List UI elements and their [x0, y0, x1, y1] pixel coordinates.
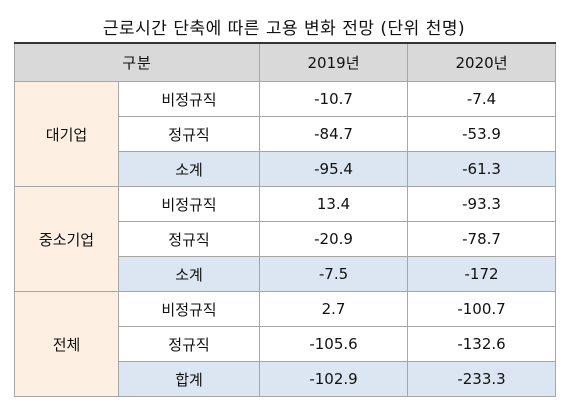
value-2019: 13.4 [259, 186, 409, 222]
header-category: 구분 [13, 42, 261, 82]
row-label: 비정규직 [117, 186, 261, 222]
row-label: 비정규직 [117, 81, 261, 117]
group-label-total: 전체 [14, 291, 119, 397]
value-2019: -105.6 [259, 326, 409, 362]
row-label: 비정규직 [117, 291, 261, 327]
table-title: 근로시간 단축에 따른 고용 변화 전망 (단위 천명) [102, 19, 466, 39]
group-label-smes: 중소기업 [14, 186, 119, 292]
header-row: 구분 2019년 2020년 [13, 42, 557, 82]
table-row: 정규직 -105.6 -132.6 [15, 326, 557, 362]
table-row: 정규직 -20.9 -78.7 [15, 221, 557, 257]
value-2020: -172 [407, 256, 557, 292]
value-2019: -7.5 [259, 256, 409, 292]
value-2019: -95.4 [259, 151, 409, 187]
value-2019: -20.9 [259, 221, 409, 257]
row-label: 소계 [117, 256, 261, 292]
value-2020: -233.3 [407, 361, 557, 397]
grand-total-row: 합계 -102.9 -233.3 [15, 361, 557, 397]
value-2019: -10.7 [259, 81, 409, 117]
value-2020: -132.6 [407, 326, 557, 362]
header-2020: 2020년 [407, 42, 557, 82]
row-label: 정규직 [117, 116, 261, 152]
row-label: 정규직 [117, 326, 261, 362]
table-row: 중소기업 비정규직 13.4 -93.3 [14, 186, 557, 292]
subtotal-row: 소계 -95.4 -61.3 [15, 151, 557, 187]
table-row: 대기업 비정규직 -10.7 -7.4 [14, 81, 557, 187]
value-2019: -102.9 [259, 361, 409, 397]
header-2019: 2019년 [259, 42, 409, 82]
value-2020: -61.3 [407, 151, 557, 187]
value-2020: -100.7 [407, 291, 557, 327]
row-label: 합계 [117, 361, 261, 397]
value-2020: -7.4 [407, 81, 557, 117]
value-2020: -93.3 [407, 186, 557, 222]
group-label-large-firms: 대기업 [14, 81, 119, 187]
value-2020: -78.7 [407, 221, 557, 257]
row-label: 정규직 [117, 221, 261, 257]
table-row: 정규직 -84.7 -53.9 [15, 116, 557, 152]
value-2020: -53.9 [407, 116, 557, 152]
value-2019: -84.7 [259, 116, 409, 152]
value-2019: 2.7 [259, 291, 409, 327]
row-label: 소계 [117, 151, 261, 187]
employment-table: 구분 2019년 2020년 대기업 비정규직 -10.7 -7.4 정규직 -… [13, 42, 557, 397]
subtotal-row: 소계 -7.5 -172 [15, 256, 557, 292]
table-row: 전체 비정규직 2.7 -100.7 [14, 291, 557, 397]
